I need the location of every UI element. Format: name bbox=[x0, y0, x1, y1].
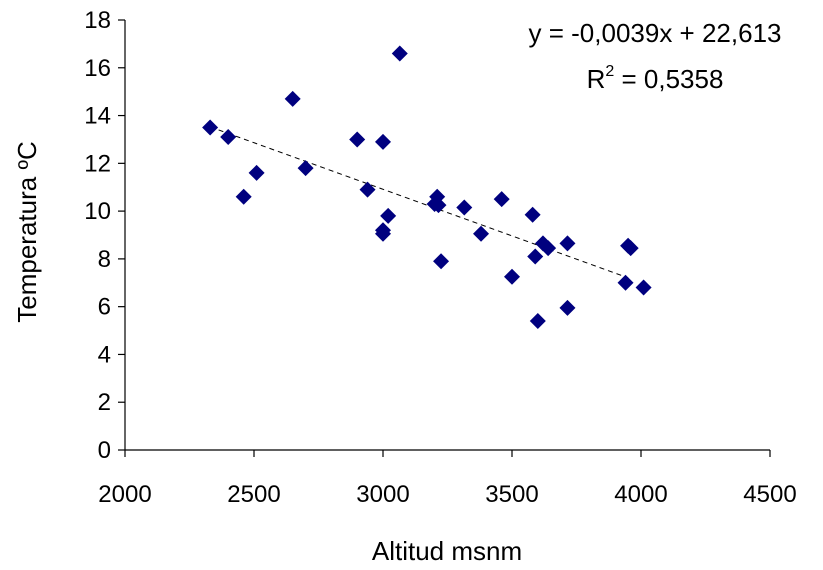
data-point bbox=[220, 129, 237, 146]
data-points bbox=[202, 45, 652, 329]
x-tick-label: 3000 bbox=[356, 481, 409, 508]
r-squared-prefix: R bbox=[587, 64, 606, 94]
y-tick-label: 12 bbox=[84, 150, 111, 177]
data-point bbox=[504, 268, 520, 285]
data-point bbox=[635, 279, 652, 296]
r-squared-value: = 0,5358 bbox=[614, 64, 723, 94]
y-tick-label: 16 bbox=[84, 55, 111, 82]
y-tick-label: 14 bbox=[84, 103, 111, 130]
x-tick-label: 2500 bbox=[227, 481, 280, 508]
trendline-layer bbox=[209, 126, 629, 279]
data-point bbox=[529, 313, 546, 329]
y-tick-label: 10 bbox=[84, 198, 111, 225]
data-point bbox=[375, 133, 391, 150]
x-tick-label: 4500 bbox=[743, 481, 796, 508]
data-point bbox=[391, 45, 408, 62]
data-point bbox=[559, 299, 576, 316]
data-point bbox=[473, 225, 490, 242]
tick-labels: 0 2 4 6 8 10 12 14 16 18 2000 2500 3000 3500 4000 4500 bbox=[84, 7, 796, 508]
data-point bbox=[540, 240, 557, 257]
y-tick-label: 0 bbox=[98, 437, 111, 464]
data-point bbox=[493, 191, 510, 208]
data-point bbox=[235, 188, 252, 205]
y-axis-title: Temperatura ºC bbox=[12, 141, 42, 322]
axes bbox=[118, 19, 771, 457]
y-tick-label: 6 bbox=[98, 294, 111, 321]
trendline bbox=[209, 126, 629, 279]
x-tick-label: 4000 bbox=[614, 481, 667, 508]
data-point bbox=[622, 240, 639, 257]
data-point bbox=[433, 253, 450, 270]
data-point bbox=[456, 199, 473, 216]
y-tick-label: 4 bbox=[98, 341, 111, 368]
data-point bbox=[617, 274, 634, 291]
data-point bbox=[527, 248, 544, 265]
y-tick-label: 8 bbox=[98, 246, 111, 273]
r-squared-label: R2 = 0,5358 bbox=[587, 63, 724, 94]
data-point bbox=[524, 206, 541, 223]
trendline-equation: y = -0,0039x + 22,613 bbox=[529, 18, 782, 48]
data-point bbox=[380, 207, 397, 224]
data-point bbox=[375, 225, 391, 242]
data-point bbox=[359, 181, 376, 198]
x-tick-label: 2000 bbox=[98, 481, 151, 508]
x-tick-label: 3500 bbox=[485, 481, 538, 508]
data-point bbox=[559, 235, 576, 252]
y-tick-label: 2 bbox=[98, 389, 111, 416]
data-point bbox=[202, 119, 219, 136]
y-tick-label: 18 bbox=[84, 7, 111, 34]
data-point bbox=[284, 90, 301, 107]
r-squared-exponent: 2 bbox=[605, 63, 614, 80]
data-point bbox=[349, 131, 366, 148]
data-point bbox=[430, 197, 447, 214]
x-axis-title: Altitud msnm bbox=[372, 536, 522, 566]
data-point bbox=[248, 164, 265, 181]
data-point bbox=[297, 160, 314, 177]
